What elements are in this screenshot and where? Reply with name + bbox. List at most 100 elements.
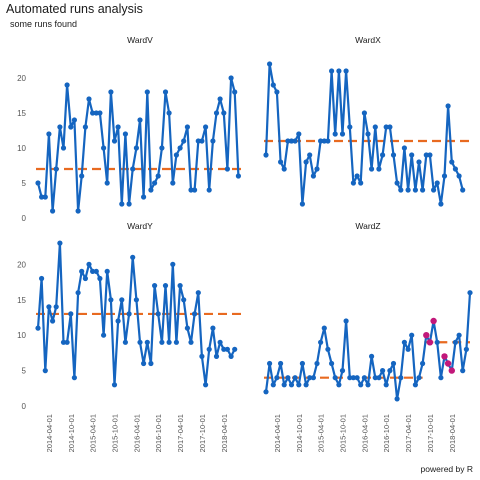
data-point [420, 187, 426, 193]
data-point [394, 180, 400, 186]
data-point [60, 339, 67, 345]
data-point [347, 375, 353, 381]
y-tick-label: 5 [22, 367, 27, 376]
x-tick-label: 2017-04-01 [176, 414, 185, 452]
data-point [152, 283, 158, 289]
data-point [310, 173, 316, 179]
highlight-point [426, 339, 434, 346]
y-tick-label: 15 [17, 296, 26, 305]
data-point [133, 145, 139, 151]
data-point [166, 339, 172, 345]
data-point [343, 318, 349, 324]
data-point [122, 339, 128, 345]
data-point [235, 173, 241, 179]
data-point [141, 194, 147, 200]
data-point [184, 325, 190, 331]
data-point [398, 375, 404, 381]
data-point [267, 360, 273, 367]
data-point [53, 304, 59, 310]
data-point [122, 131, 128, 137]
x-tick-label: 2014-10-01 [295, 414, 304, 452]
data-point [358, 382, 364, 388]
data-point [93, 268, 99, 274]
data-point [199, 353, 205, 359]
data-point [111, 382, 118, 388]
data-point [299, 360, 305, 367]
data-point [75, 290, 81, 296]
data-point [203, 382, 209, 388]
data-point [445, 103, 451, 109]
data-point [170, 180, 176, 186]
data-point [336, 382, 342, 388]
data-point [82, 275, 88, 282]
data-point [79, 268, 85, 274]
data-point [166, 110, 172, 116]
data-point [325, 346, 331, 352]
data-point [376, 166, 382, 172]
x-tick-label: 2017-04-01 [404, 414, 413, 452]
data-point [339, 368, 346, 374]
data-point [423, 152, 429, 158]
data-point [184, 124, 190, 130]
data-point [101, 145, 107, 151]
data-point [173, 339, 179, 345]
data-point [332, 131, 338, 137]
y-tick-label: 20 [17, 74, 26, 83]
data-point [412, 382, 418, 388]
data-point [401, 145, 407, 151]
data-point [267, 61, 273, 67]
facet-label: WardX [355, 35, 381, 45]
data-point [369, 353, 375, 359]
data-point [93, 110, 99, 116]
data-point [292, 138, 298, 144]
data-point [108, 89, 114, 95]
y-tick-label: 0 [22, 402, 27, 411]
data-point [380, 152, 386, 158]
data-point [321, 325, 327, 331]
data-point [35, 180, 41, 186]
data-point [394, 396, 400, 402]
data-point [460, 368, 466, 374]
data-point [463, 346, 469, 352]
data-point [221, 110, 227, 116]
data-point [177, 145, 183, 151]
x-tick-label: 2018-04-01 [220, 414, 229, 452]
data-point [383, 382, 389, 388]
data-point [452, 339, 458, 345]
data-point [39, 275, 45, 282]
data-point [155, 173, 161, 179]
data-point [75, 208, 81, 214]
data-point [434, 180, 440, 186]
facet-panel-wardy: WardY 0 5 10 15 20 2014-04-01 2014-10-01 2015-04… [17, 221, 242, 452]
data-point [195, 290, 201, 296]
data-point [310, 375, 316, 381]
data-point [438, 201, 444, 207]
data-point [170, 261, 176, 267]
data-point [228, 353, 234, 359]
data-point [296, 131, 302, 137]
data-point [137, 339, 143, 345]
data-point [46, 131, 52, 137]
data-point [217, 96, 223, 102]
x-tick-label: 2018-04-01 [448, 414, 457, 452]
data-point [71, 375, 77, 381]
data-point [53, 166, 59, 172]
data-point [278, 360, 284, 367]
highlight-point [441, 353, 448, 360]
data-point [270, 82, 276, 88]
data-point [278, 159, 284, 165]
facet-panel-wardx: WardX [263, 35, 470, 207]
data-point [68, 311, 74, 317]
data-point [64, 339, 70, 345]
data-point [148, 187, 154, 193]
page-subtitle: some runs found [10, 19, 78, 29]
data-point [281, 382, 287, 388]
data-point [199, 138, 205, 144]
x-tick-label: 2016-04-01 [360, 414, 369, 452]
data-point [318, 138, 324, 144]
data-point [409, 332, 415, 338]
data-point [420, 360, 426, 367]
data-point [314, 166, 320, 172]
data-point [188, 339, 194, 345]
